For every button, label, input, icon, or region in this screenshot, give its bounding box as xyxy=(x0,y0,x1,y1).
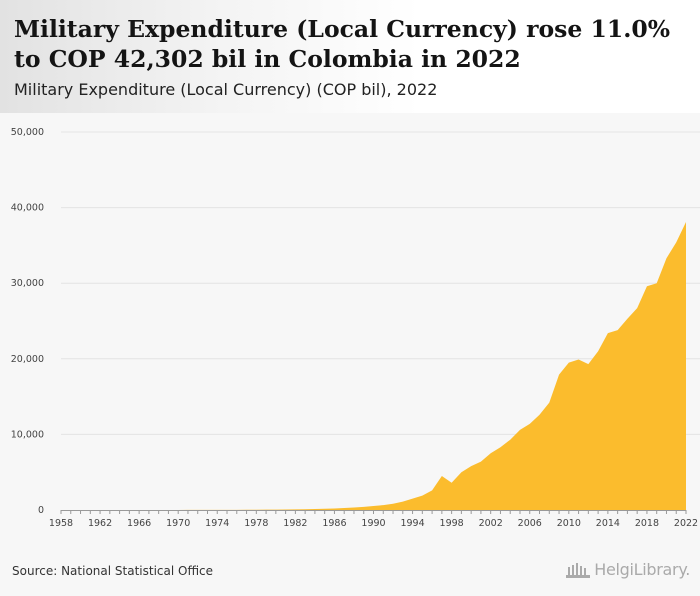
chart-subtitle: Military Expenditure (Local Currency) (C… xyxy=(14,80,438,99)
x-tick-label: 1990 xyxy=(361,518,385,529)
x-tick-label: 1966 xyxy=(127,518,151,529)
header-band xyxy=(0,0,700,113)
y-tick-label: 0 xyxy=(38,505,44,516)
x-tick-label: 1994 xyxy=(400,518,424,529)
y-tick-label: 40,000 xyxy=(11,203,44,214)
x-tick-label: 2010 xyxy=(557,518,581,529)
x-tick-label: 1978 xyxy=(244,518,268,529)
x-tick-label: 1958 xyxy=(49,518,73,529)
y-tick-label: 20,000 xyxy=(11,354,44,365)
brand-logo[interactable]: HelgiLibrary. xyxy=(566,560,690,579)
chart-title: Military Expenditure (Local Currency) ro… xyxy=(14,15,671,73)
x-tick-label: 1986 xyxy=(322,518,346,529)
y-axis: 0 10,000 20,000 30,000 40,000 50,000 xyxy=(11,127,44,516)
y-tick-label: 50,000 xyxy=(11,127,44,138)
x-tick-label: 1998 xyxy=(440,518,464,529)
library-building-icon xyxy=(566,562,591,578)
x-tick-label: 2022 xyxy=(674,518,698,529)
source-note: Source: National Statistical Office xyxy=(12,564,214,578)
x-axis: 1958 1962 1966 1970 1974 1978 1982 1986 1990 1994… xyxy=(49,510,698,529)
area-chart: 0 10,000 20,000 30,000 40,000 50,000 1958 1962… xyxy=(11,127,700,529)
y-tick-label: 10,000 xyxy=(11,429,44,440)
series-area xyxy=(61,221,686,510)
x-tick-label: 1974 xyxy=(205,518,229,529)
x-tick-label: 2018 xyxy=(635,518,659,529)
x-tick-label: 2006 xyxy=(518,518,542,529)
x-tick-label: 2002 xyxy=(479,518,503,529)
x-tick-label: 2014 xyxy=(596,518,620,529)
y-tick-label: 30,000 xyxy=(11,278,44,289)
x-tick-label: 1982 xyxy=(283,518,307,529)
brand-name: HelgiLibrary. xyxy=(594,560,690,579)
x-tick-label: 1962 xyxy=(88,518,112,529)
x-tick-label: 1970 xyxy=(166,518,190,529)
area-series xyxy=(61,221,686,510)
